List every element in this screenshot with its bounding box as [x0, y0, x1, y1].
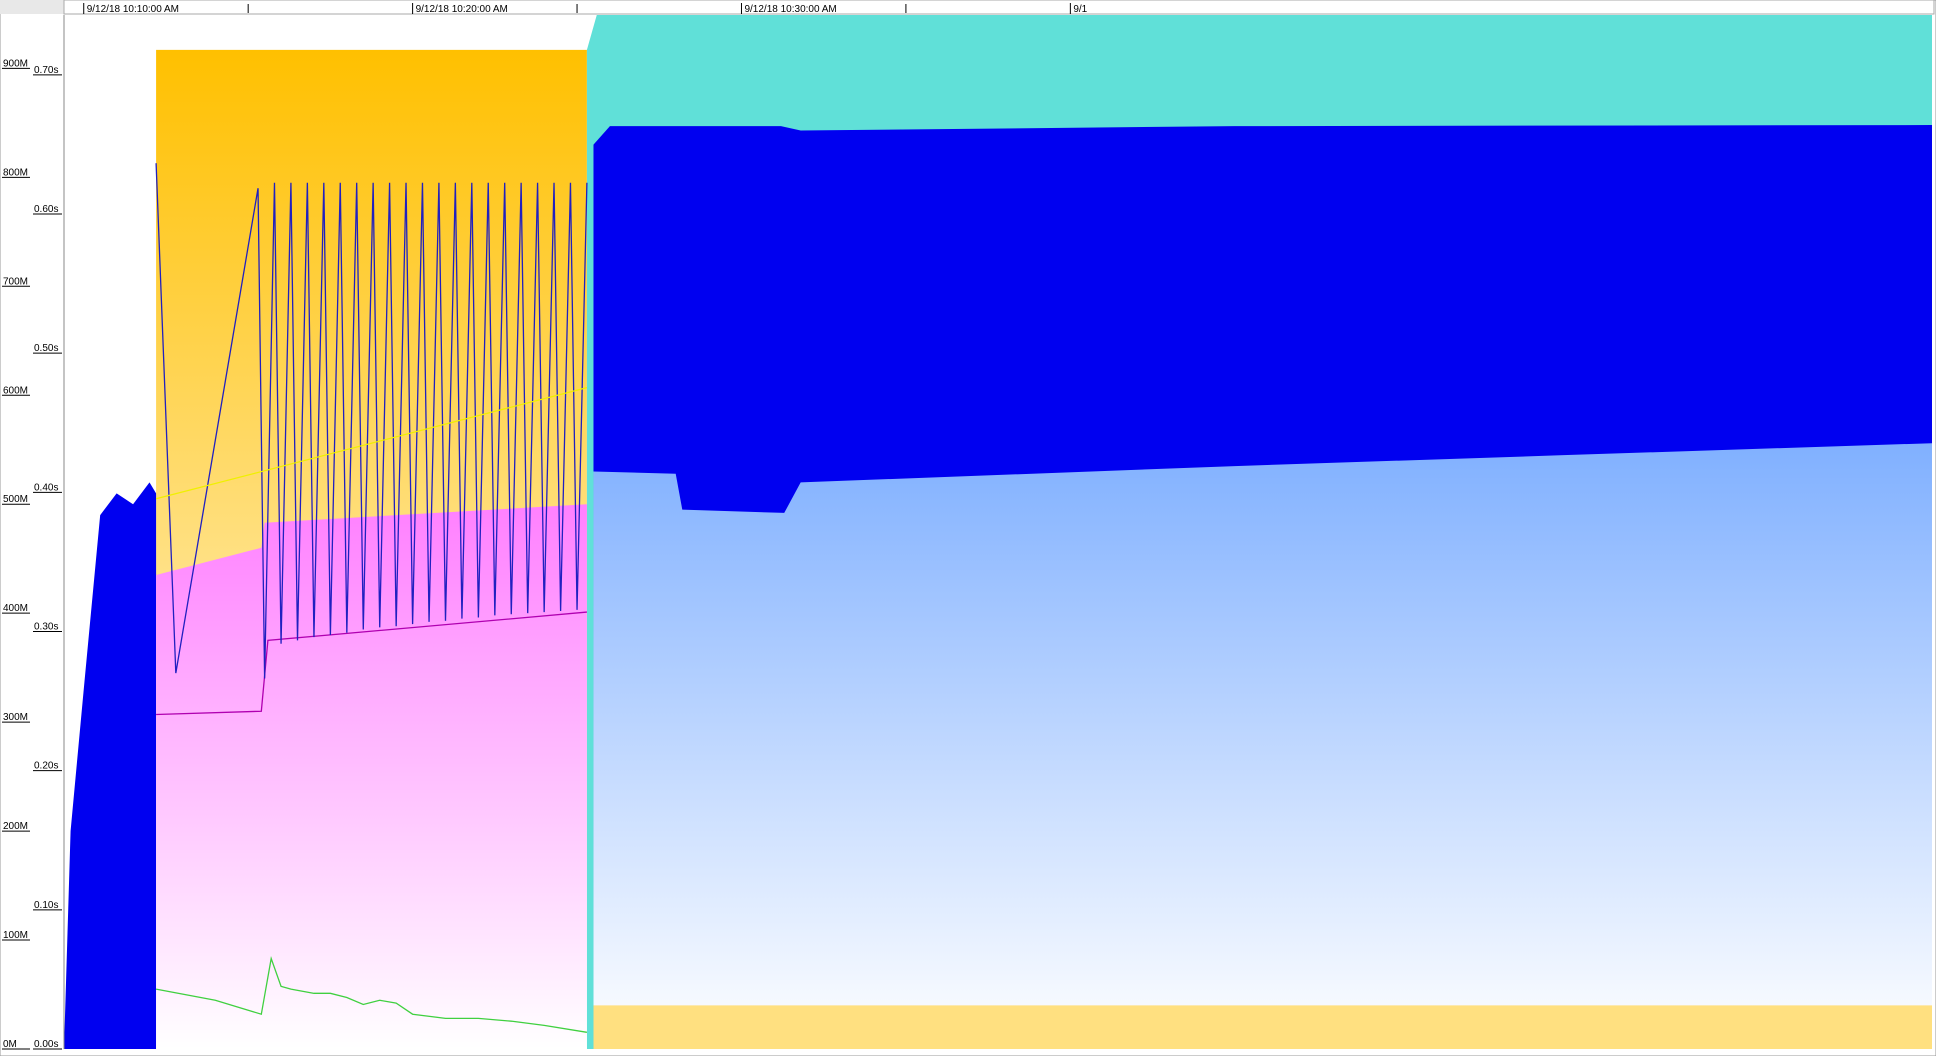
x-tick-label: 9/12/18 10:30:00 AM — [744, 4, 836, 15]
y2-tick-label: 0.70s — [34, 65, 58, 76]
corner — [0, 0, 64, 14]
y2-tick-label: 0.20s — [34, 761, 58, 772]
y-tick-label: 900M — [3, 58, 28, 69]
y-tick-label: 600M — [3, 385, 28, 396]
y-tick-label: 0M — [3, 1039, 17, 1050]
y2-tick-label: 0.60s — [34, 204, 58, 215]
series-area — [593, 443, 1932, 1049]
plot-area — [64, 15, 1932, 1049]
series-line — [155, 163, 588, 679]
y-tick-label: 800M — [3, 167, 28, 178]
series-area — [156, 504, 587, 1049]
y-tick-label: 300M — [3, 712, 28, 723]
series-area — [64, 482, 157, 1049]
x-tick-label: 9/1 — [1073, 4, 1087, 15]
y-tick-label: 200M — [3, 821, 28, 832]
y2-tick-label: 0.40s — [34, 482, 58, 493]
series-area — [593, 1005, 1932, 1049]
y2-tick-label: 0.50s — [34, 343, 58, 354]
y-tick-label: 700M — [3, 276, 28, 287]
series-line — [155, 956, 588, 1033]
y2-tick-label: 0.00s — [34, 1039, 58, 1050]
y2-tick-label: 0.10s — [34, 900, 58, 911]
time-header — [63, 0, 1935, 15]
y2-tick-label: 0.30s — [34, 622, 58, 633]
x-tick-label: 9/12/18 10:20:00 AM — [416, 4, 508, 15]
y-tick-label: 400M — [3, 603, 28, 614]
x-tick-label: 9/12/18 10:10:00 AM — [87, 4, 179, 15]
series-line — [155, 387, 588, 500]
y-tick-label: 500M — [3, 494, 28, 505]
y-tick-label: 100M — [3, 930, 28, 941]
